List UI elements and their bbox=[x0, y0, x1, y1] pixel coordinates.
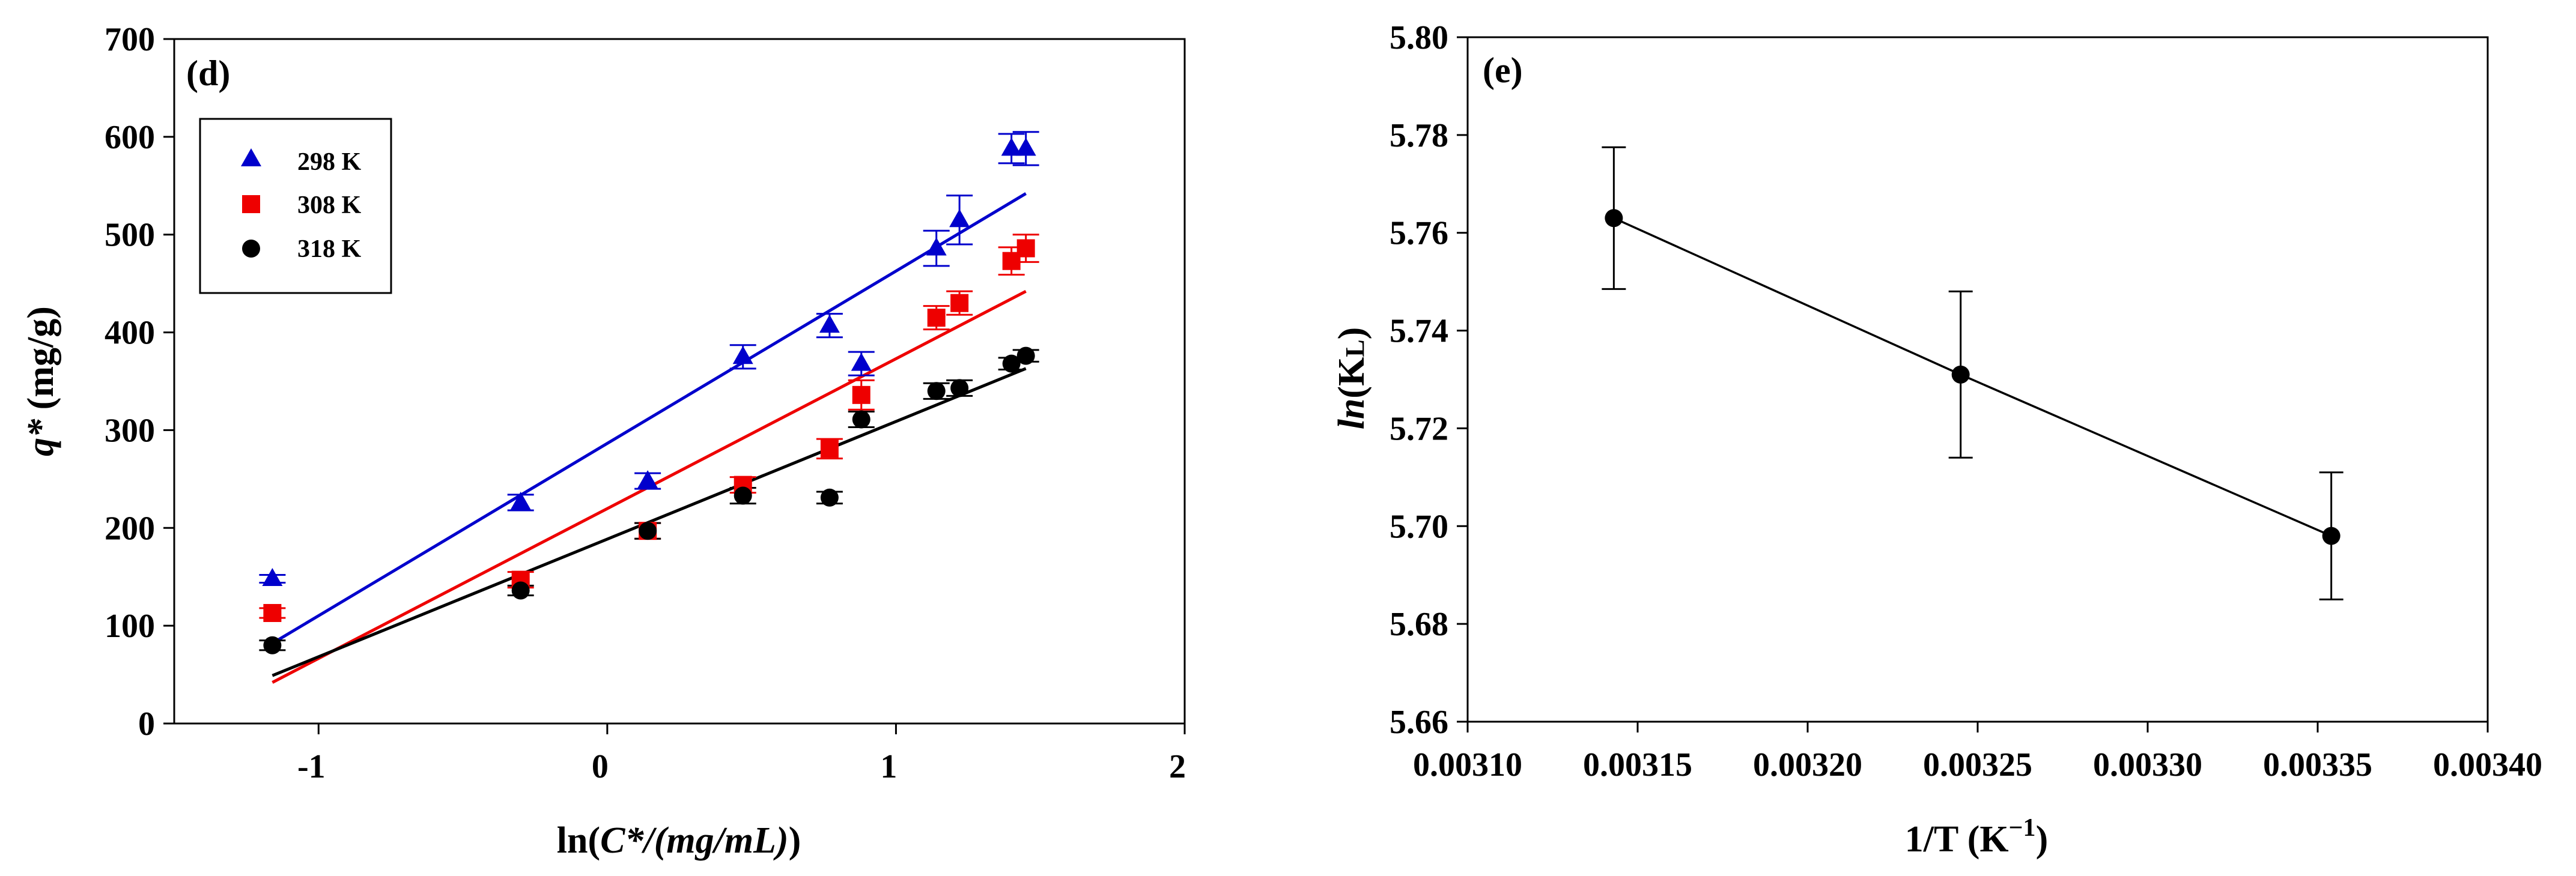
point-298k bbox=[949, 209, 970, 228]
point-298k bbox=[732, 346, 753, 364]
point-lnkl bbox=[1605, 209, 1623, 228]
panel-e-y-axis: 5.66 5.68 5.70 5.72 5.74 5.76 5.78 5.80 bbox=[1390, 19, 1468, 741]
point-308k bbox=[1016, 239, 1035, 258]
y-tick-label: 5.68 bbox=[1390, 606, 1448, 643]
point-318k bbox=[852, 410, 870, 429]
y-tick-label: 5.66 bbox=[1390, 704, 1448, 741]
point-298k bbox=[1001, 137, 1022, 156]
panel-d-plot-frame bbox=[173, 38, 1186, 725]
point-298k bbox=[851, 352, 872, 371]
x-tick-label: 0.00325 bbox=[1923, 746, 2032, 784]
panel-e-plot-frame bbox=[1466, 36, 2489, 723]
point-lnkl bbox=[1951, 365, 1970, 384]
point-308k bbox=[927, 309, 946, 327]
y-tick-label: 5.70 bbox=[1390, 508, 1448, 545]
y-tick-label: 5.80 bbox=[1390, 19, 1448, 56]
y-tick-label: 600 bbox=[105, 119, 155, 156]
x-tick-label: 2 bbox=[1169, 748, 1186, 785]
point-318k bbox=[820, 488, 839, 507]
x-tick-label: 0.00310 bbox=[1413, 746, 1522, 784]
panel-d-legend: 298 K 308 K 318 K bbox=[199, 118, 392, 294]
point-318k bbox=[1016, 346, 1035, 365]
point-308k bbox=[950, 294, 969, 312]
panel-e-error-bars bbox=[1602, 146, 2344, 600]
point-318k bbox=[950, 379, 969, 397]
y-tick-label: 100 bbox=[105, 608, 155, 645]
point-318k bbox=[263, 636, 282, 654]
legend-318k-label: 318 K bbox=[297, 235, 362, 263]
panel-d-x-axis: -1 0 1 2 bbox=[297, 723, 1186, 785]
panel-d-y-axis-title: q* (mg/g) bbox=[20, 306, 61, 456]
panel-d-data-points bbox=[262, 137, 1036, 654]
legend-298k-label: 298 K bbox=[297, 148, 362, 176]
panel-d: 0 100 200 300 400 500 600 700 -1 0 1 2 (d) 298 K 3… bbox=[20, 21, 1186, 861]
y-tick-label: 200 bbox=[105, 510, 155, 547]
legend-318k-marker bbox=[242, 240, 260, 258]
point-298k bbox=[510, 491, 531, 510]
panel-d-label: (d) bbox=[186, 53, 230, 93]
legend-298k-marker bbox=[241, 148, 261, 166]
panel-e-data-points bbox=[1605, 209, 2341, 545]
x-tick-label: 0.00315 bbox=[1583, 746, 1692, 784]
point-318k bbox=[734, 486, 752, 505]
y-tick-label: 5.78 bbox=[1390, 117, 1448, 154]
x-tick-label: 0.00330 bbox=[2093, 746, 2202, 784]
point-308k bbox=[263, 603, 282, 622]
y-tick-label: 300 bbox=[105, 412, 155, 449]
panel-e-x-axis-title: 1/T (K−1) bbox=[1905, 814, 2048, 860]
y-tick-label: 5.72 bbox=[1390, 410, 1448, 447]
point-298k bbox=[926, 237, 947, 256]
point-318k bbox=[511, 581, 530, 600]
panel-e-label: (e) bbox=[1483, 50, 1523, 90]
fit-line-298k bbox=[272, 192, 1027, 645]
point-308k bbox=[852, 385, 870, 404]
panel-e-y-axis-title: ln(KL) bbox=[1331, 327, 1372, 430]
panel-e-connecting-line bbox=[1613, 217, 2332, 537]
y-tick-label: 5.74 bbox=[1390, 313, 1448, 350]
point-318k bbox=[927, 382, 946, 400]
y-tick-label: 400 bbox=[105, 315, 155, 352]
point-298k bbox=[1015, 137, 1036, 156]
legend-308k-marker bbox=[242, 195, 260, 213]
x-tick-label: -1 bbox=[297, 748, 326, 785]
y-tick-label: 0 bbox=[138, 705, 155, 743]
panel-e: 5.66 5.68 5.70 5.72 5.74 5.76 5.78 5.80 0.00310… bbox=[1331, 19, 2542, 860]
series-line bbox=[1613, 217, 2332, 537]
panel-e-x-axis: 0.00310 0.00315 0.00320 0.00325 0.00330 0.003… bbox=[1413, 722, 2542, 784]
y-tick-label: 5.76 bbox=[1390, 215, 1448, 252]
x-tick-label: 0 bbox=[592, 748, 609, 785]
x-tick-label: 0.00340 bbox=[2433, 746, 2542, 784]
point-lnkl bbox=[2322, 527, 2341, 545]
point-308k bbox=[820, 440, 839, 458]
y-tick-label: 500 bbox=[105, 217, 155, 254]
x-tick-label: 1 bbox=[880, 748, 897, 785]
point-318k bbox=[639, 522, 657, 540]
point-318k bbox=[1002, 354, 1021, 373]
panel-d-legend-box bbox=[199, 118, 392, 294]
point-298k bbox=[819, 315, 840, 333]
point-298k bbox=[637, 470, 658, 489]
y-tick-label: 700 bbox=[105, 21, 155, 58]
panel-d-x-axis-title: ln(C*/(mg/mL)) bbox=[557, 820, 801, 861]
legend-308k-label: 308 K bbox=[297, 192, 362, 219]
point-298k bbox=[262, 567, 283, 586]
x-tick-label: 0.00335 bbox=[2263, 746, 2372, 784]
panel-d-y-axis: 0 100 200 300 400 500 600 700 bbox=[105, 21, 174, 743]
x-tick-label: 0.00320 bbox=[1753, 746, 1862, 784]
